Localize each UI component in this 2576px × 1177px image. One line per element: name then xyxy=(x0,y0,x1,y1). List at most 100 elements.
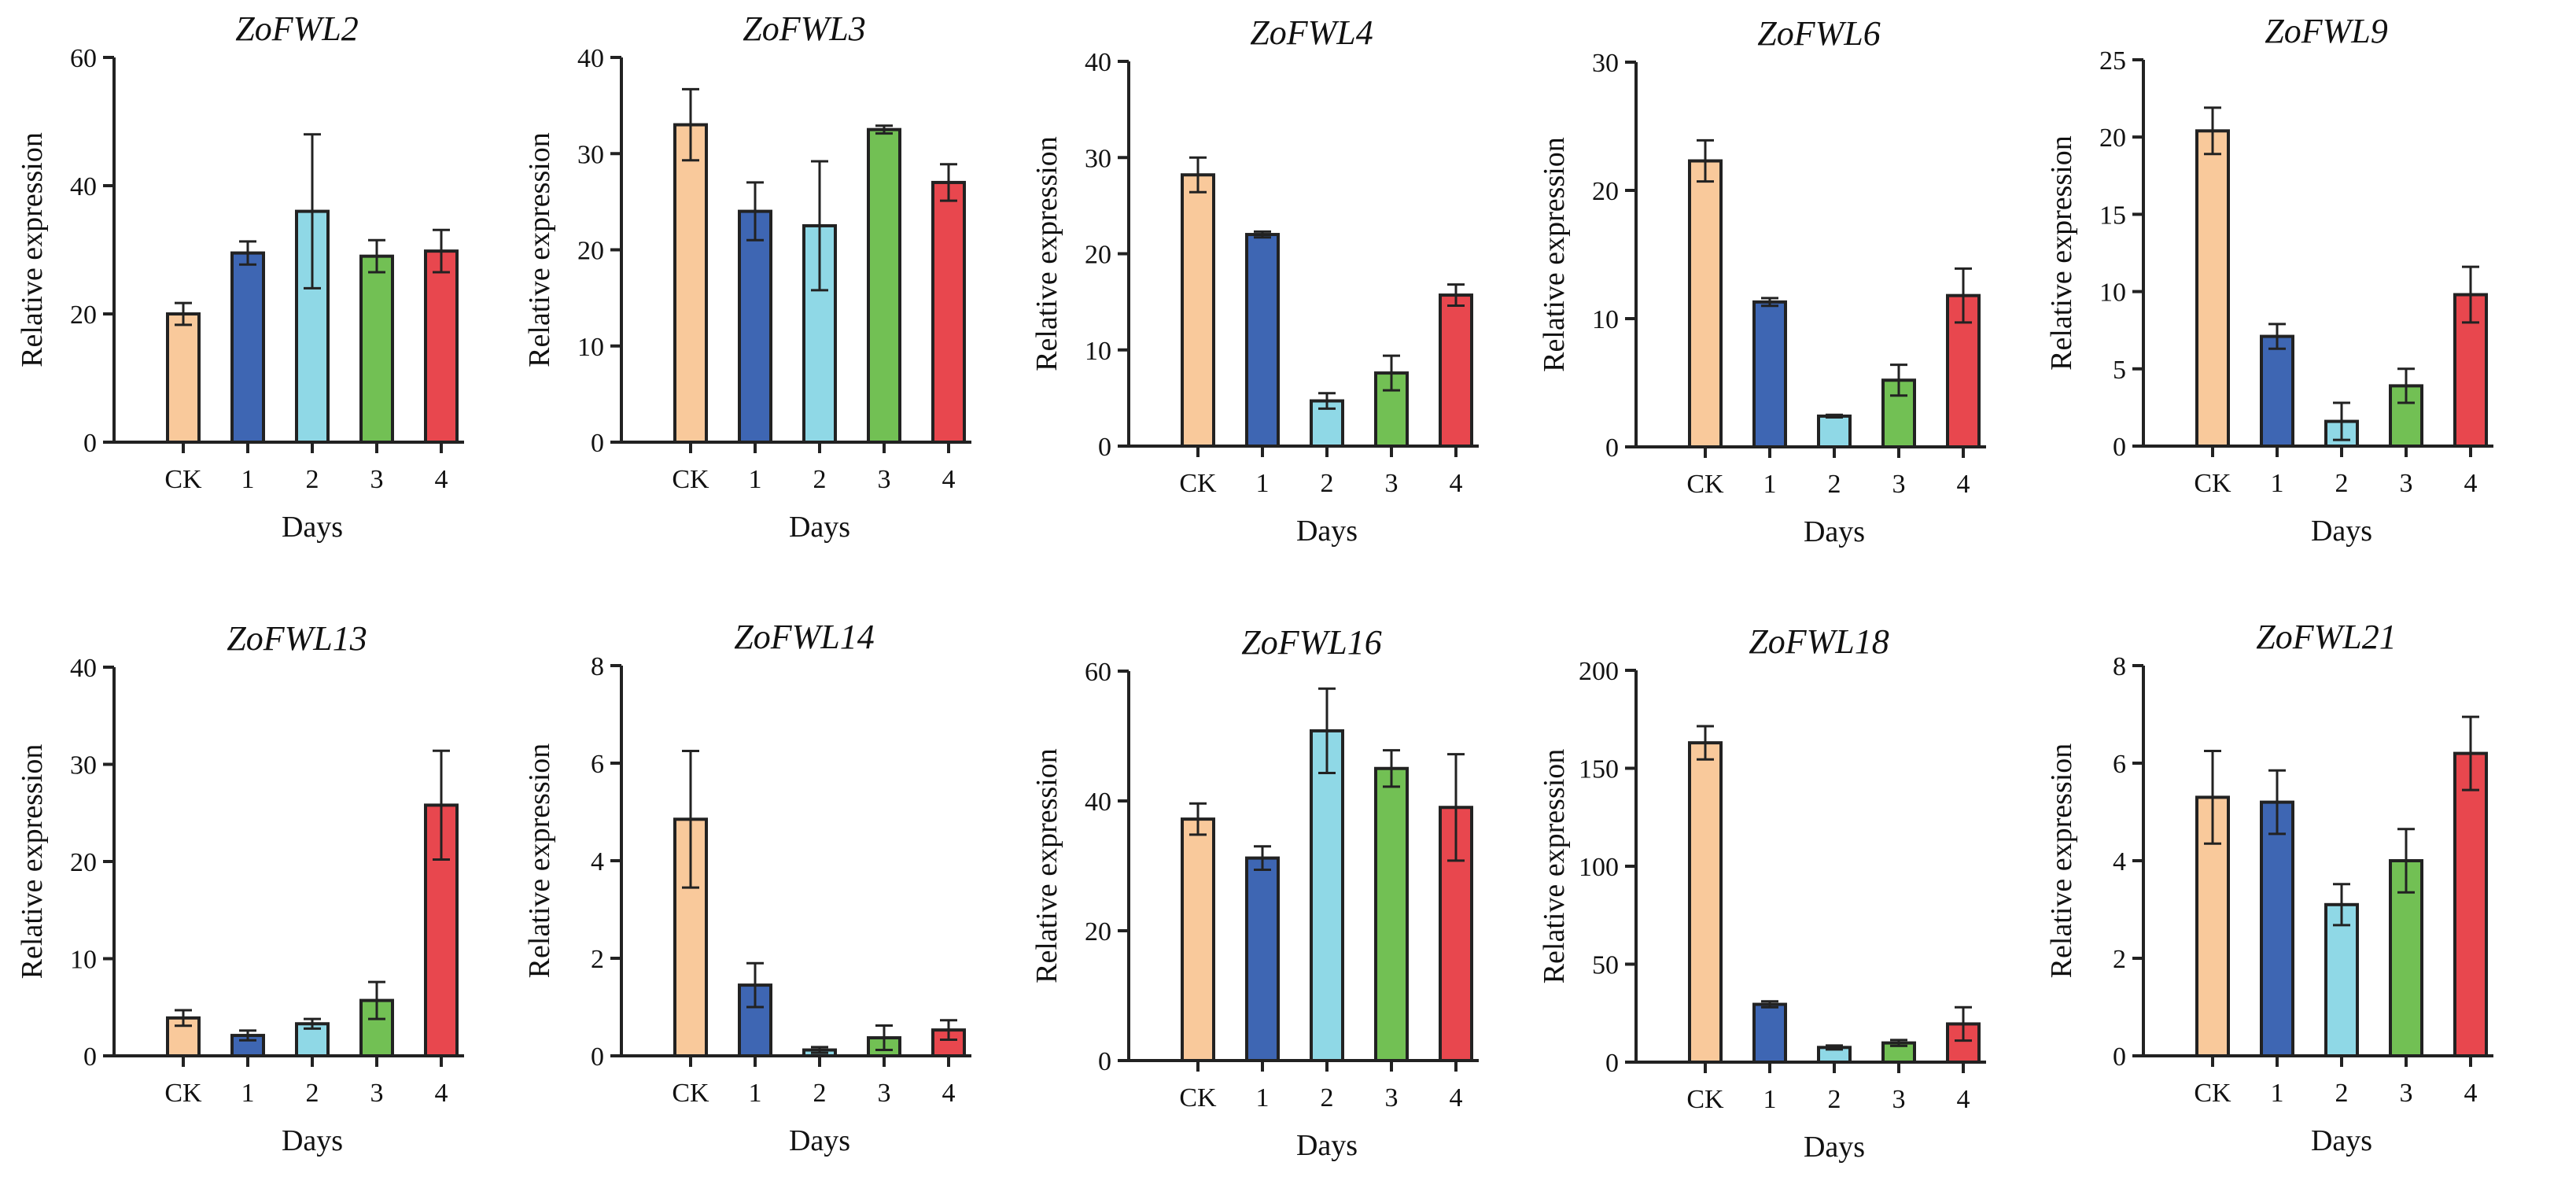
error-bar-4 xyxy=(2462,265,2479,324)
y-tick-label: 0 xyxy=(591,1042,604,1072)
x-tick-label: CK xyxy=(672,1079,709,1108)
bar-1 xyxy=(1752,1002,1787,1064)
chart-title: ZoFWL14 xyxy=(734,618,874,656)
error-bar-1 xyxy=(1254,845,1271,871)
error-bar-ck xyxy=(1697,725,1714,761)
x-tick-label: 1 xyxy=(1256,469,1270,498)
x-tick-label: CK xyxy=(164,465,202,494)
bar-ck xyxy=(1688,741,1723,1064)
error-bar-1 xyxy=(1761,1000,1778,1009)
x-axis-label: Days xyxy=(2311,515,2372,548)
x-tick-label: 2 xyxy=(2335,1079,2349,1108)
x-tick-label: 3 xyxy=(1892,1085,1906,1114)
y-axis-label: Relative expression xyxy=(1030,748,1063,983)
x-tick-label: 4 xyxy=(2464,1079,2478,1108)
bar-1 xyxy=(1245,233,1280,448)
y-tick-label: 0 xyxy=(591,429,604,458)
x-tick-label: 2 xyxy=(1828,470,1841,499)
error-bar-2 xyxy=(1826,1044,1843,1051)
x-tick-label: 4 xyxy=(1957,470,1970,499)
bar-3 xyxy=(1374,766,1409,1062)
x-tick-label: CK xyxy=(1686,470,1724,499)
error-bar-2 xyxy=(811,1046,828,1054)
y-tick-label: 20 xyxy=(70,301,97,330)
chart-title: ZoFWL2 xyxy=(235,9,358,48)
error-bar-2 xyxy=(304,1017,321,1030)
x-tick-label: 4 xyxy=(942,465,956,494)
bar-4 xyxy=(2453,751,2488,1057)
error-bar-3 xyxy=(2397,367,2415,404)
y-axis-label: Relative expression xyxy=(1030,136,1063,371)
x-tick-label: 2 xyxy=(813,465,827,494)
bar-ck xyxy=(1688,159,1723,448)
y-tick-label: 15 xyxy=(2099,201,2126,230)
bar-4 xyxy=(1439,293,1473,448)
error-bar-3 xyxy=(1383,749,1400,788)
x-tick-label: 3 xyxy=(370,1079,384,1108)
x-tick-label: 3 xyxy=(1892,470,1906,499)
error-bar-1 xyxy=(2268,769,2286,836)
bar-2 xyxy=(1817,414,1852,449)
x-tick-label: 2 xyxy=(813,1079,827,1108)
x-tick-label: 2 xyxy=(2335,469,2349,498)
x-tick-label: 4 xyxy=(1957,1085,1970,1114)
x-tick-label: CK xyxy=(164,1079,202,1108)
error-bar-1 xyxy=(239,240,256,266)
x-tick-label: CK xyxy=(672,465,709,494)
error-bar-4 xyxy=(940,1019,957,1042)
chart-panel-zofwl6: ZoFWL6 0 10 20 30 CK 1 2 3 4 Days Relative expressi… xyxy=(1538,14,1986,548)
bar-1 xyxy=(738,209,772,444)
error-bar-1 xyxy=(1254,230,1271,239)
x-tick-label: 3 xyxy=(1385,1083,1399,1112)
error-bar-3 xyxy=(875,1024,893,1052)
y-tick-label: 40 xyxy=(1085,48,1111,77)
x-tick-label: 1 xyxy=(2271,1079,2284,1108)
y-tick-label: 200 xyxy=(1579,657,1619,686)
y-tick-label: 0 xyxy=(83,429,97,458)
chart-panel-zofwl18: ZoFWL18 0 50 100 150 200 CK 1 2 3 4 Days Relative ex… xyxy=(1538,622,1986,1164)
y-tick-label: 40 xyxy=(70,654,97,683)
error-bar-ck xyxy=(682,87,699,162)
y-tick-label: 20 xyxy=(70,848,97,877)
y-tick-label: 0 xyxy=(2113,433,2126,462)
y-tick-label: 25 xyxy=(2099,46,2126,76)
bar-ck xyxy=(673,123,708,444)
error-bar-2 xyxy=(2333,401,2350,441)
x-tick-label: 2 xyxy=(1321,1083,1334,1112)
y-tick-label: 40 xyxy=(1085,788,1111,817)
x-tick-label: 4 xyxy=(1450,1083,1463,1112)
chart-panel-zofwl2: ZoFWL2 0 20 40 60 CK 1 2 3 4 Days Relative expressi… xyxy=(16,9,464,544)
x-tick-label: CK xyxy=(1179,1083,1217,1112)
y-tick-label: 50 xyxy=(1592,951,1619,980)
error-bar-3 xyxy=(875,124,893,135)
y-tick-label: 30 xyxy=(70,751,97,780)
bar-4 xyxy=(424,249,459,444)
y-tick-label: 10 xyxy=(70,946,97,975)
x-axis-label: Days xyxy=(282,511,343,544)
bar-ck xyxy=(2195,129,2230,448)
y-tick-label: 10 xyxy=(577,333,604,362)
x-tick-label: 1 xyxy=(1763,1085,1777,1114)
chart-title: ZoFWL4 xyxy=(1250,13,1373,52)
chart-title: ZoFWL13 xyxy=(227,619,367,658)
x-tick-label: 1 xyxy=(2271,469,2284,498)
x-tick-label: CK xyxy=(2194,469,2231,498)
error-bar-ck xyxy=(175,301,192,327)
bar-ck xyxy=(1181,173,1215,448)
bar-1 xyxy=(2260,334,2294,448)
y-tick-label: 0 xyxy=(2113,1042,2126,1072)
chart-panel-zofwl21: ZoFWL21 0 2 4 6 8 CK 1 2 3 4 Days Relative expressio… xyxy=(2045,618,2493,1157)
y-tick-label: 10 xyxy=(2099,279,2126,308)
bar-1 xyxy=(2260,800,2294,1057)
y-tick-label: 4 xyxy=(2113,847,2126,876)
error-bar-ck xyxy=(2204,106,2221,156)
x-tick-label: 3 xyxy=(370,465,384,494)
chart-title: ZoFWL6 xyxy=(1757,14,1880,53)
error-bar-ck xyxy=(682,750,699,889)
x-tick-label: CK xyxy=(1686,1085,1724,1114)
bar-2 xyxy=(2324,902,2359,1058)
chart-panel-zofwl13: ZoFWL13 0 10 20 30 40 CK 1 2 3 4 Days Relative expre… xyxy=(16,619,464,1157)
y-axis-label: Relative expression xyxy=(1538,137,1571,372)
error-bar-3 xyxy=(1890,1039,1907,1047)
bar-4 xyxy=(931,180,966,445)
